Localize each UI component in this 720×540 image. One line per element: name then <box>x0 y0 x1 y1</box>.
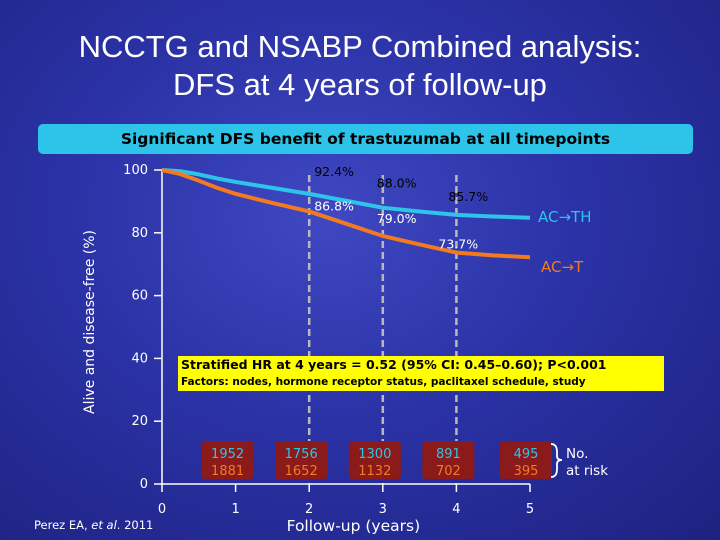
at-risk-ac-t-count: 1652 <box>285 464 318 479</box>
citation: Perez EA, et al. 2011 <box>34 518 153 532</box>
ac-th-curve <box>161 168 531 220</box>
annotation-label: 88.0% <box>377 176 417 191</box>
at-risk-box <box>500 441 552 479</box>
annotation-label: 86.8% <box>314 198 354 213</box>
annotation-label: 73.7% <box>438 237 478 252</box>
at-risk-brace <box>550 443 563 478</box>
x-tick-label: 4 <box>452 502 460 517</box>
banner-text: Significant DFS benefit of trastuzumab a… <box>120 130 611 148</box>
at-risk-ac-t-count: 702 <box>436 464 461 479</box>
hazard-ratio-note: Stratified HR at 4 years = 0.52 (95% CI:… <box>178 356 664 374</box>
y-tick-label: 100 <box>123 163 148 178</box>
x-tick-label: 2 <box>305 502 313 517</box>
at-risk-box <box>348 441 401 479</box>
at-risk-box <box>422 441 475 479</box>
y-axis-title: Alive and disease-free (%) <box>82 230 98 414</box>
at-risk-label-line2: at risk <box>566 463 608 479</box>
title-line-1: NCCTG and NSABP Combined analysis: <box>78 29 642 64</box>
x-axis-title: Follow-up (years) <box>287 517 421 535</box>
y-tick-label: 80 <box>131 226 148 241</box>
x-tick-label: 1 <box>231 502 239 517</box>
at-risk-ac-th-count: 1300 <box>358 447 391 462</box>
y-tick-label: 20 <box>131 414 148 429</box>
at-risk-ac-th-count: 495 <box>514 447 539 462</box>
at-risk-ac-t-count: 1881 <box>211 464 244 479</box>
citation-etal: et al <box>91 518 117 532</box>
factors-note: Factors: nodes, hormone receptor status,… <box>178 374 664 391</box>
benefit-banner: Significant DFS benefit of trastuzumab a… <box>38 124 693 154</box>
at-risk-label-line1: No. <box>566 446 588 462</box>
ac-t-curve <box>161 168 531 260</box>
ac-t-series-label: AC→T <box>541 258 584 276</box>
at-risk-box <box>275 441 328 479</box>
x-tick-label: 5 <box>526 502 534 517</box>
at-risk-ac-th-count: 1756 <box>285 447 318 462</box>
at-risk-ac-th-count: 891 <box>436 447 461 462</box>
slide-title: NCCTG and NSABP Combined analysis: DFS a… <box>0 28 720 104</box>
x-tick-label: 0 <box>158 502 166 517</box>
annotation-label: 79.0% <box>377 211 417 226</box>
y-tick-label: 0 <box>140 477 148 492</box>
y-tick-label: 40 <box>131 351 148 366</box>
title-line-2: DFS at 4 years of follow-up <box>173 67 547 102</box>
y-tick-label: 60 <box>131 289 148 304</box>
x-tick-label: 3 <box>379 502 387 517</box>
ac-th-series-label: AC→TH <box>538 208 591 226</box>
citation-author: Perez EA, <box>34 518 92 532</box>
citation-year: . 2011 <box>116 518 154 532</box>
at-risk-ac-th-count: 1952 <box>211 447 244 462</box>
annotation-label: 92.4% <box>314 164 354 179</box>
annotation-label: 85.7% <box>448 189 488 204</box>
at-risk-ac-t-count: 1132 <box>358 464 391 479</box>
at-risk-box <box>201 441 254 479</box>
at-risk-ac-t-count: 395 <box>514 464 539 479</box>
